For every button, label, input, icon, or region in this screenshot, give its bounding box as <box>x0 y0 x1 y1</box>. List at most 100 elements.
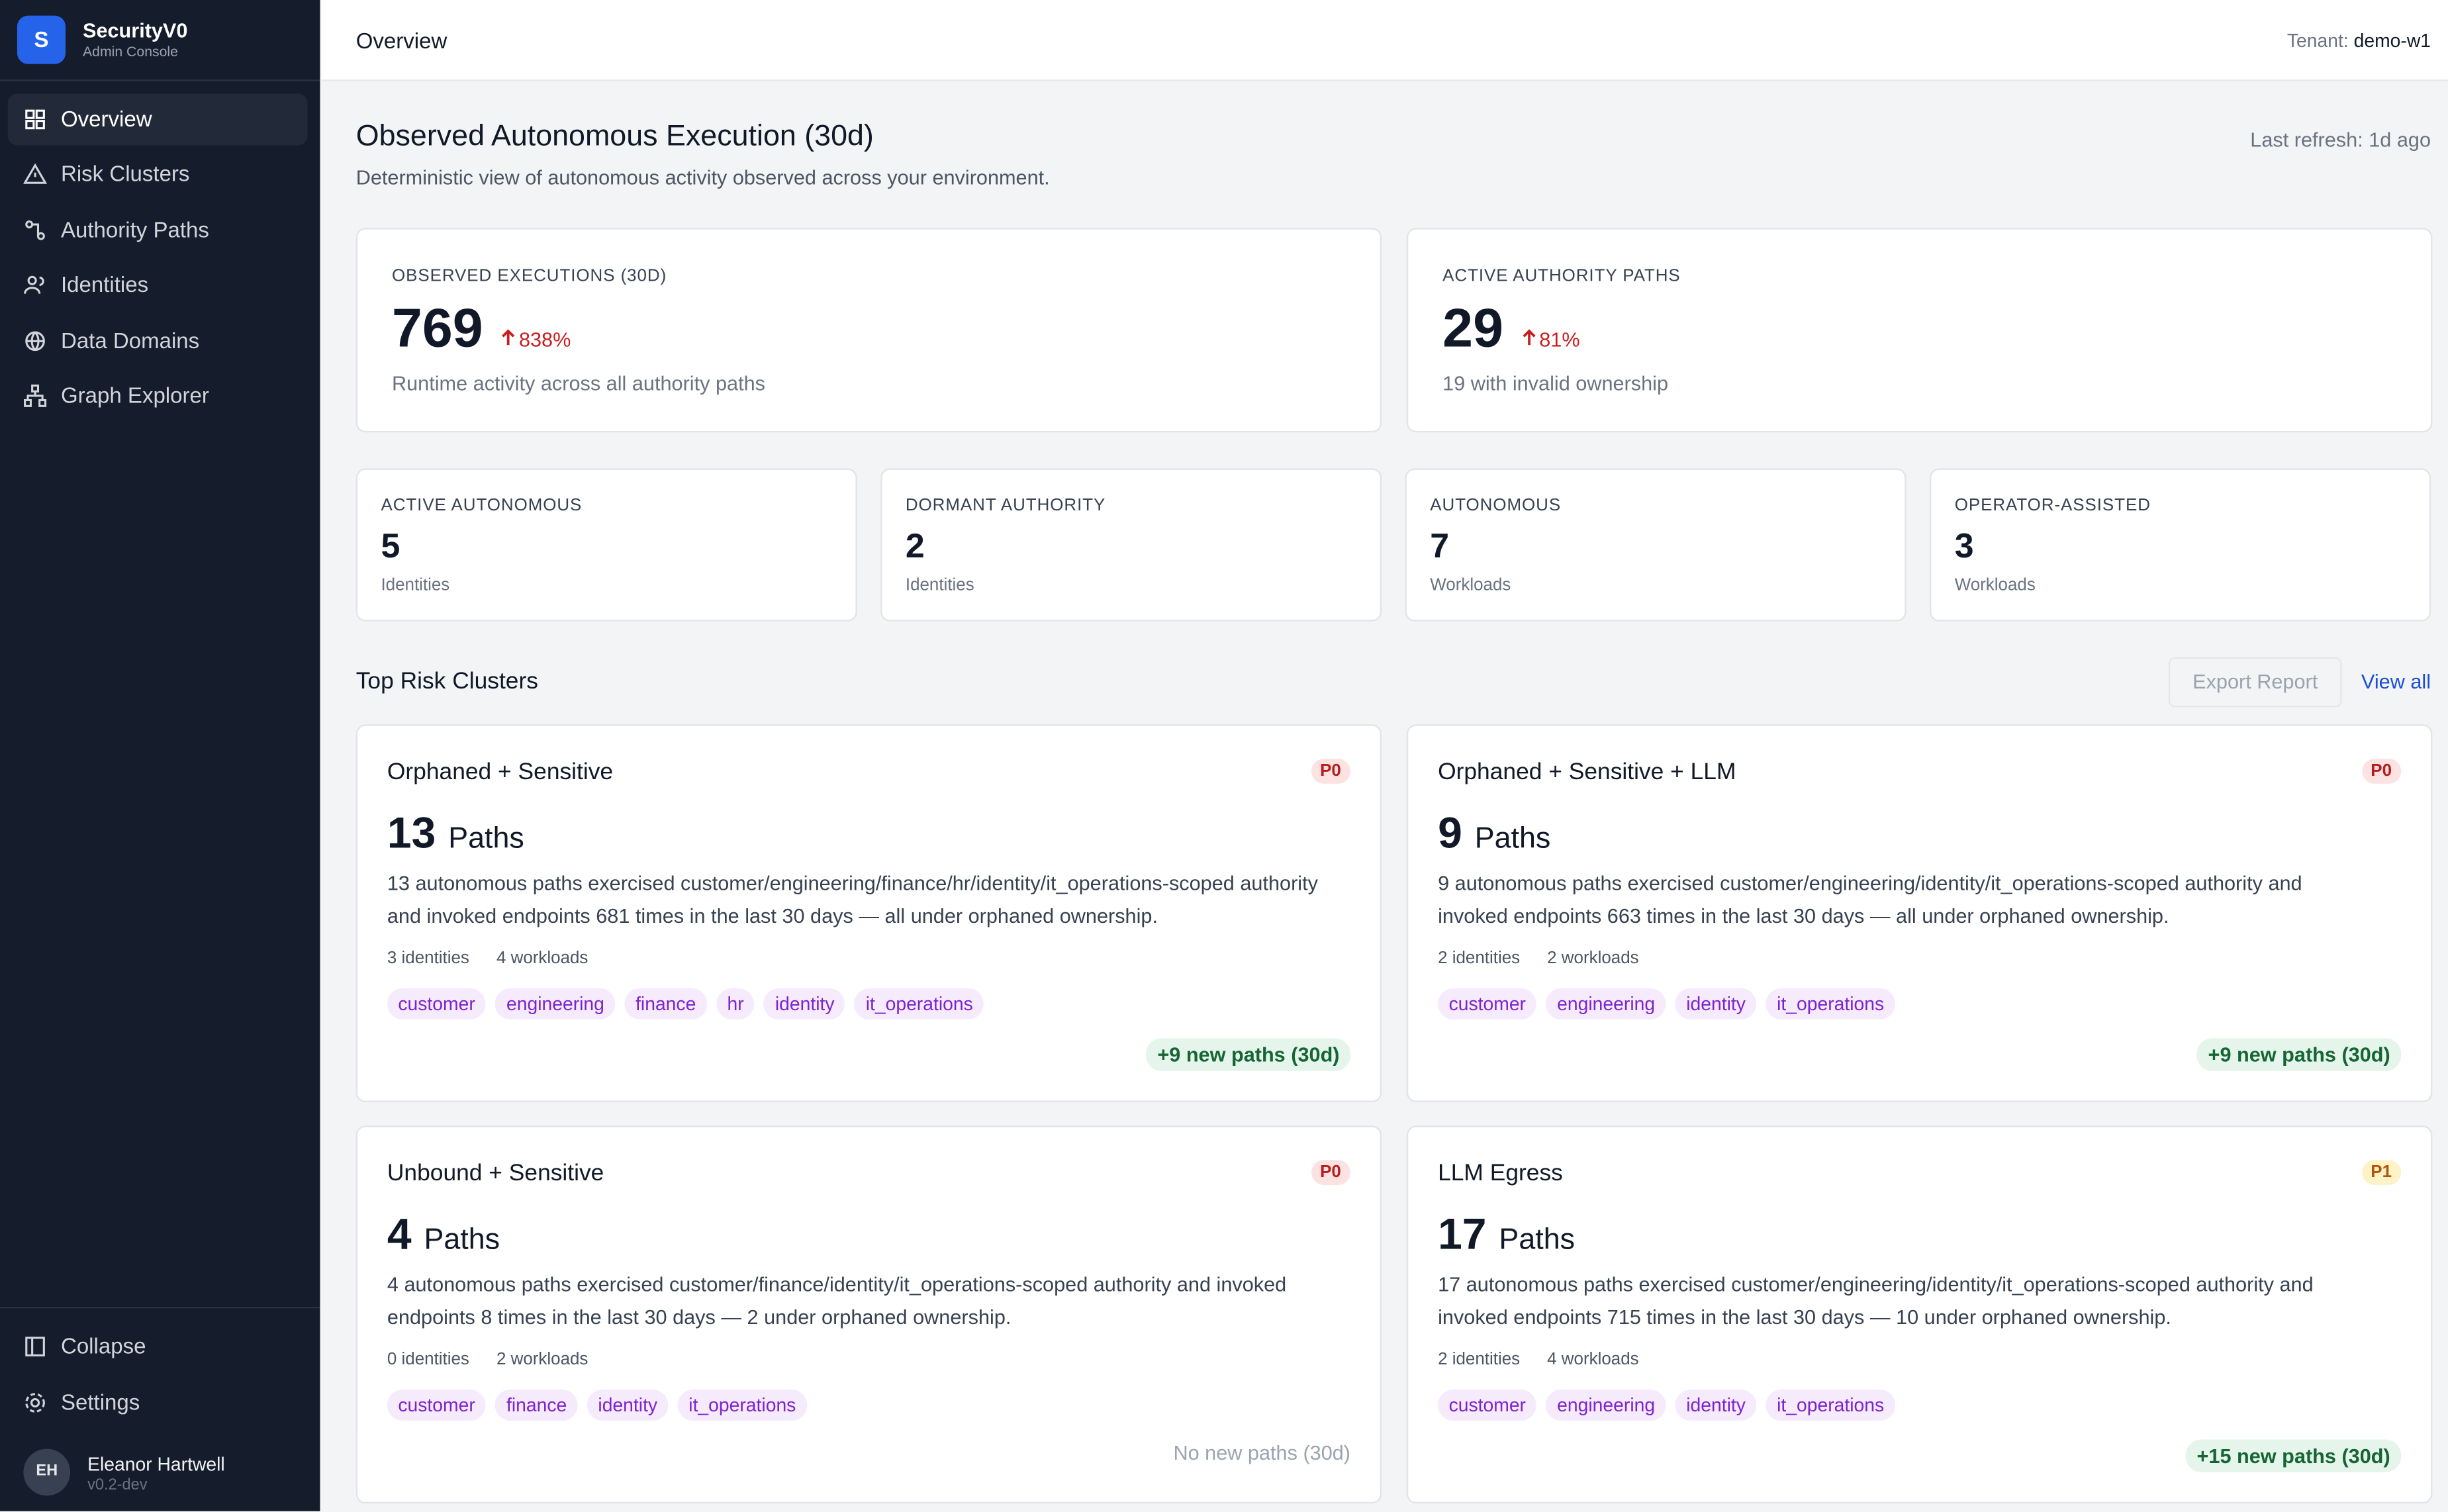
nav-item[interactable]: Identities <box>8 260 308 311</box>
kpi-label: OBSERVED EXECUTIONS (30D) <box>391 267 667 286</box>
kpi-row: 769 838% <box>392 298 571 360</box>
domain-tag: engineering <box>1546 1389 1666 1421</box>
domain-tag: customer <box>387 1389 487 1421</box>
page-title: Observed Autonomous Execution (30d) <box>355 120 874 154</box>
stat-card: DORMANT AUTHORITY 2 Identities <box>880 468 1382 622</box>
workloads-count: 2 workloads <box>1547 949 1639 969</box>
cluster-name: Unbound + Sensitive <box>387 1160 604 1187</box>
domain-tag: customer <box>1438 1389 1537 1421</box>
identities-count: 2 identities <box>1438 1350 1521 1370</box>
stat-value: 7 <box>1430 526 1450 565</box>
trend: +9 new paths (30d) <box>1146 1038 1351 1071</box>
path-count: 4 Paths <box>387 1210 500 1260</box>
footer-item[interactable]: Settings <box>8 1376 308 1428</box>
domain-tag: identity <box>587 1389 669 1421</box>
nav-item[interactable]: Risk Clusters <box>8 149 308 201</box>
nav-item[interactable]: Overview <box>7 93 308 146</box>
count-unit: Paths <box>1474 822 1551 856</box>
path-count: 9 Paths <box>1438 809 1550 859</box>
path-count: 13 Paths <box>387 809 524 859</box>
stat-card: OPERATOR-ASSISTED 3 Workloads <box>1929 468 2431 622</box>
arrow-icon <box>502 329 516 346</box>
count-unit: Paths <box>1499 1223 1576 1257</box>
cluster-card[interactable]: Orphaned + Sensitive + LLM P0 9 Paths 9 auto… <box>1406 724 2433 1103</box>
tenant-label: Tenant: <box>2286 29 2349 52</box>
stat-note: Workloads <box>1430 576 1511 595</box>
domain-tag: identity <box>764 988 846 1020</box>
kpi-card: ACTIVE AUTHORITY PATHS 29 81% 19 with inval… <box>1406 228 2433 433</box>
nav-item[interactable]: Authority Paths <box>8 204 308 256</box>
nav-label: Identities <box>60 271 149 297</box>
nav-item[interactable]: Data Domains <box>8 314 308 366</box>
cluster-card[interactable]: LLM Egress P1 17 Paths 17 autonomous paths e… <box>1406 1125 2433 1504</box>
priority-badge: P1 <box>2361 1160 2402 1186</box>
stat-note: Workloads <box>1954 576 2036 595</box>
domain-tag: engineering <box>495 988 616 1020</box>
trend: +9 new paths (30d) <box>2197 1038 2402 1071</box>
tenant-value: demo-w1 <box>2353 29 2431 52</box>
icon <box>23 164 47 185</box>
domain-tag: it_operations <box>1765 988 1895 1020</box>
user-version: v0.2-dev <box>87 1477 148 1494</box>
main: Overview Tenant: demo-w1 Observed Autono… <box>321 0 2448 1511</box>
kpi-change-value: 81% <box>1539 328 1580 352</box>
domain-tag: it_operations <box>677 1389 807 1421</box>
stat-card: AUTONOMOUS 7 Workloads <box>1405 468 1907 622</box>
identities-count: 2 identities <box>1438 949 1521 969</box>
nav-label: Authority Paths <box>60 216 209 242</box>
kpi-label: ACTIVE AUTHORITY PATHS <box>1442 267 1681 286</box>
cluster-description: 17 autonomous paths exercised customer/e… <box>1438 1272 2314 1329</box>
icon <box>24 276 44 295</box>
tag-list: customer engineering identity it_operations <box>1438 1389 1905 1421</box>
kpi-card: OBSERVED EXECUTIONS (30D) 769 838% Runtime … <box>355 228 1382 433</box>
logo: S <box>17 15 66 64</box>
count-value: 9 <box>1438 808 1462 857</box>
priority-badge: P0 <box>2361 759 2402 784</box>
stat-value: 2 <box>905 526 925 565</box>
kpi-note: 19 with invalid ownership <box>1442 371 1669 395</box>
stat-value: 3 <box>1954 526 1974 565</box>
cluster-name: Orphaned + Sensitive <box>387 759 614 786</box>
trend: +15 new paths (30d) <box>2185 1439 2402 1472</box>
stat-note: Identities <box>381 576 450 595</box>
domain-tag: finance <box>624 988 707 1020</box>
trend: No new paths (30d) <box>1173 1441 1351 1465</box>
count-value: 13 <box>387 808 436 857</box>
tag-list: customer finance identity it_operations <box>387 1389 816 1421</box>
path-count: 17 Paths <box>1438 1210 1575 1260</box>
header-title: Overview <box>355 28 447 54</box>
domain-tag: finance <box>495 1389 578 1421</box>
tag-list: customer engineering identity it_operations <box>1438 988 1905 1020</box>
nav-item[interactable]: Graph Explorer <box>8 370 308 422</box>
footer-label: Collapse <box>60 1333 146 1358</box>
identities-count: 0 identities <box>387 1350 469 1370</box>
cluster-card[interactable]: Unbound + Sensitive P0 4 Paths 4 autonomous … <box>355 1125 1382 1504</box>
stat-label: AUTONOMOUS <box>1430 496 1562 516</box>
stat-label: ACTIVE AUTONOMOUS <box>381 496 583 516</box>
sidebar: S SecurityV0 Admin Console EH Eleanor Ha… <box>0 0 320 1511</box>
view-all-link[interactable]: View all <box>2361 669 2431 694</box>
workloads-count: 4 workloads <box>496 949 588 969</box>
cluster-description: 9 autonomous paths exercised customer/en… <box>1438 871 2302 927</box>
workloads-count: 2 workloads <box>496 1350 588 1370</box>
cluster-card[interactable]: Orphaned + Sensitive P0 13 Paths 13 autonomo… <box>355 724 1382 1103</box>
export-button[interactable]: Export Report <box>2168 657 2342 708</box>
footer-label: Settings <box>60 1388 140 1414</box>
topbar <box>321 0 2448 81</box>
count-unit: Paths <box>424 1223 500 1257</box>
footer-item[interactable]: Collapse <box>8 1321 308 1372</box>
icon <box>25 330 45 351</box>
icon <box>25 220 45 240</box>
cluster-description: 13 autonomous paths exercised customer/e… <box>387 871 1318 927</box>
domain-tag: customer <box>1438 988 1537 1020</box>
nav-label: Graph Explorer <box>60 382 209 408</box>
count-unit: Paths <box>448 822 524 856</box>
count-value: 17 <box>1438 1209 1487 1258</box>
icon <box>25 109 45 130</box>
workloads-count: 4 workloads <box>1547 1350 1639 1370</box>
stat-label: OPERATOR-ASSISTED <box>1954 496 2151 516</box>
stat-value: 5 <box>381 526 400 565</box>
stat-card: ACTIVE AUTONOMOUS 5 Identities <box>355 468 857 622</box>
